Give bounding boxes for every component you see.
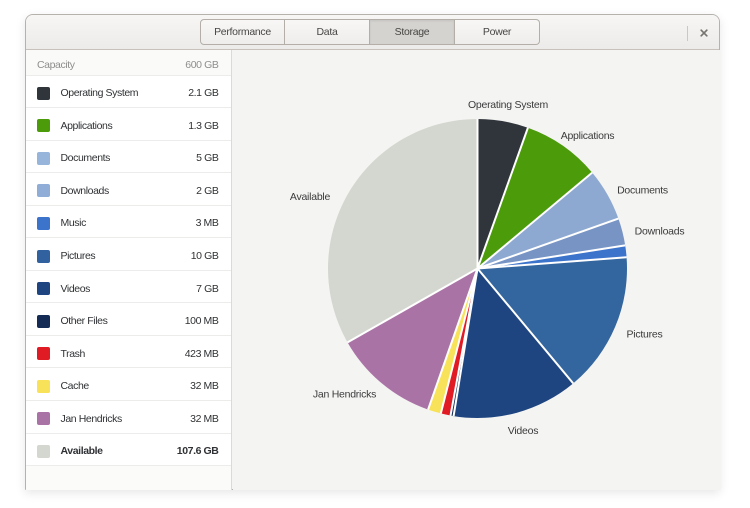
svg-text:Applications: Applications: [561, 130, 615, 142]
svg-text:Videos: Videos: [508, 425, 538, 437]
svg-text:Jan Hendricks: Jan Hendricks: [313, 389, 376, 401]
svg-text:Downloads: Downloads: [635, 226, 685, 238]
svg-text:Documents: Documents: [617, 185, 668, 197]
svg-text:Operating System: Operating System: [468, 99, 549, 111]
svg-text:Pictures: Pictures: [627, 329, 663, 341]
svg-text:Available: Available: [290, 191, 331, 203]
